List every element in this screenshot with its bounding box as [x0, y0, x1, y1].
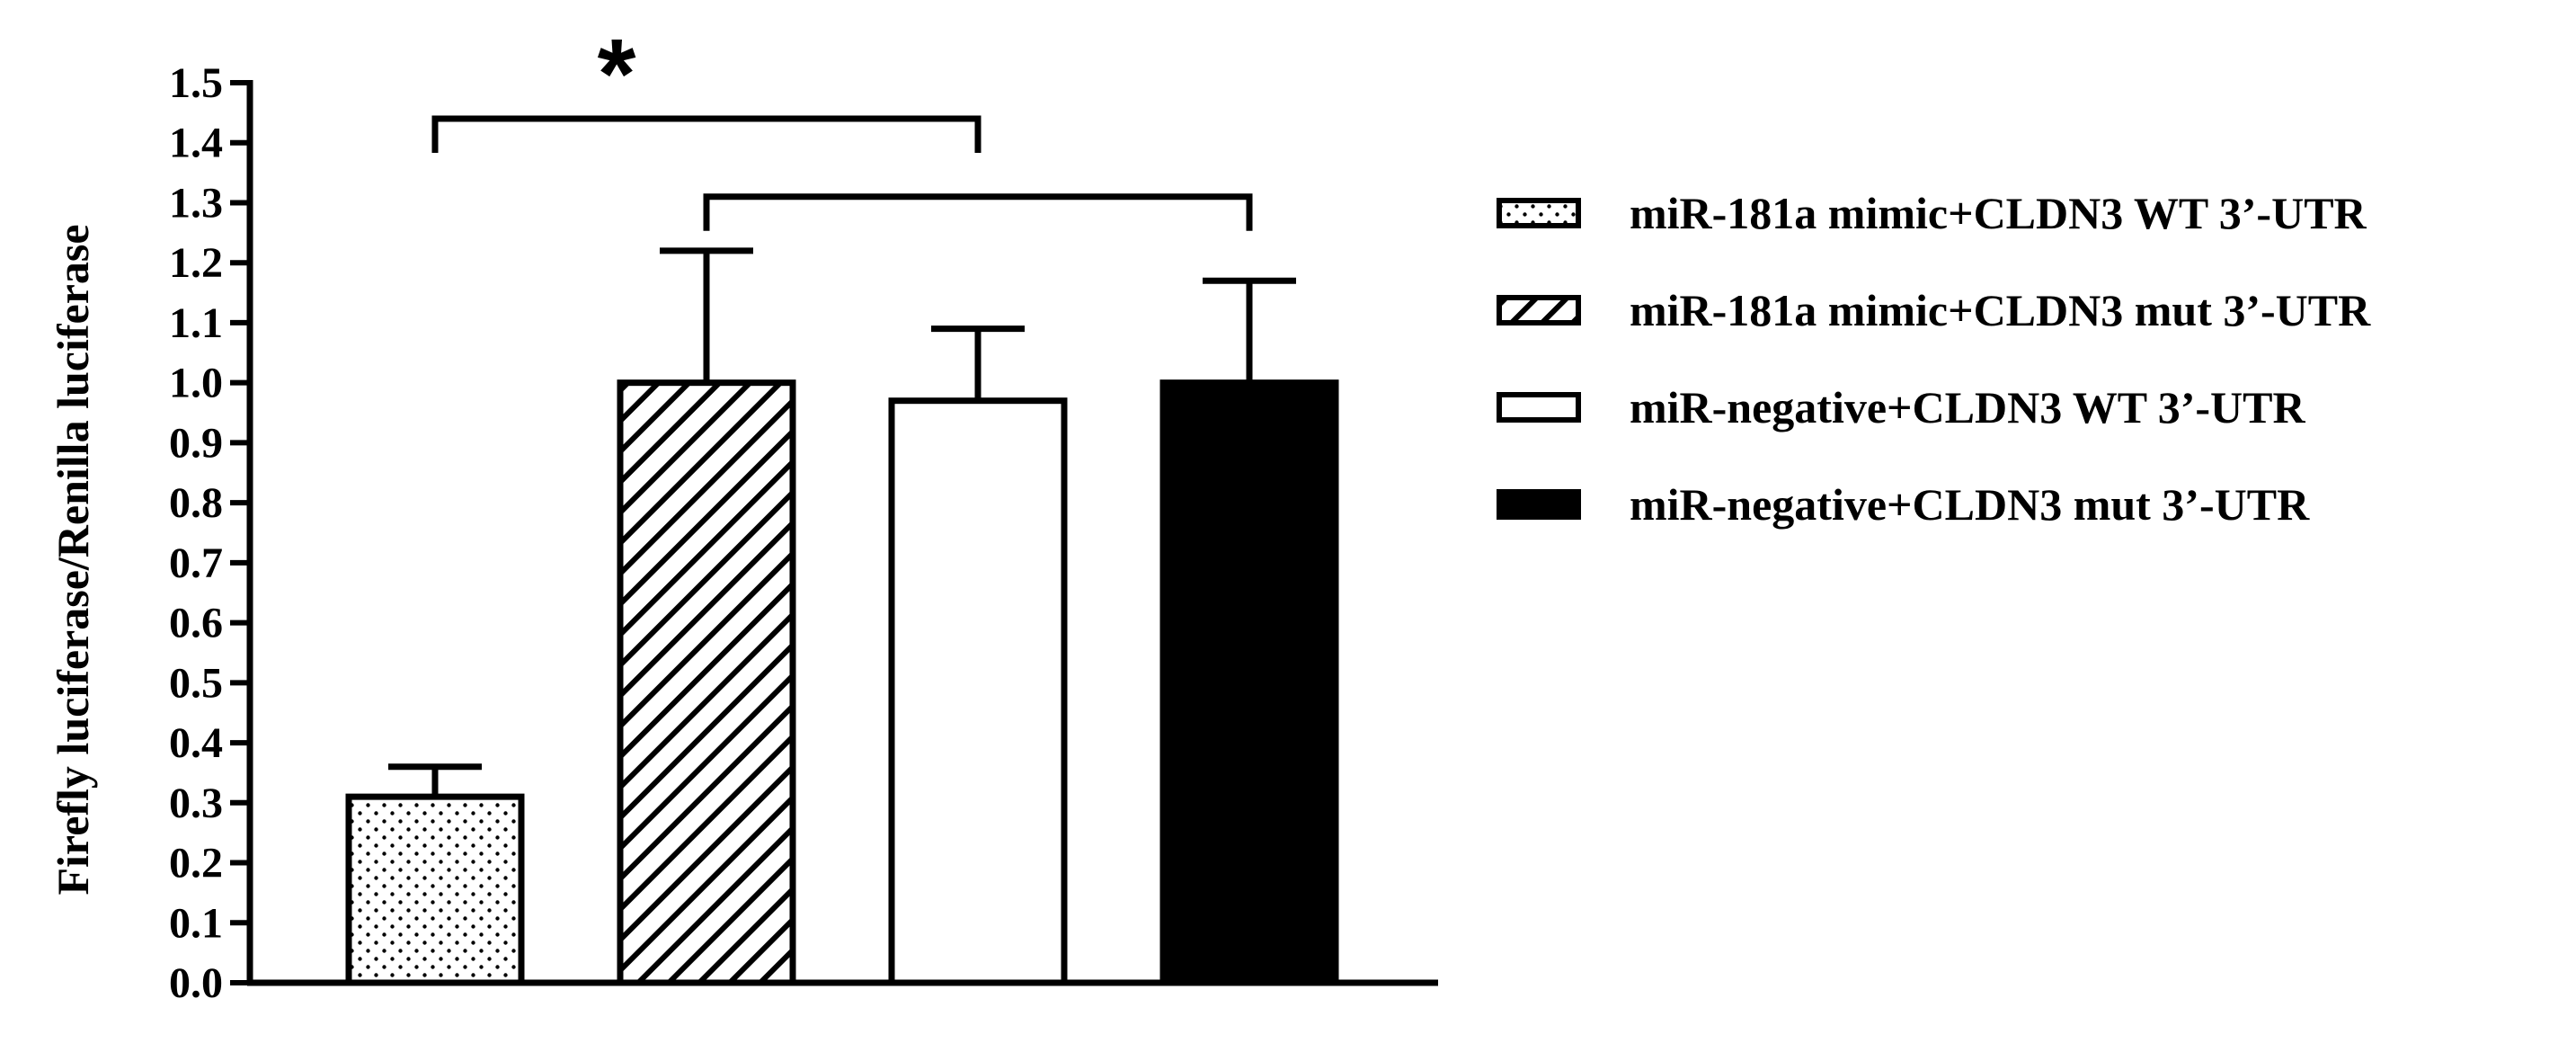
bars: [345, 379, 1339, 986]
y-tick-label: 1.1: [169, 299, 223, 347]
y-tick-label: 0.1: [169, 899, 223, 947]
y-axis: 0.0 0.1 0.2 0.3 0.4 0.5 0.6 0.7 0.8 0.9 1.0 1.1 1.2 1…: [48, 59, 253, 1007]
significance-bracket: [703, 193, 1253, 231]
legend-label: miR-181a mimic+CLDN3 WT 3’-UTR: [1630, 188, 2367, 238]
bar: [1159, 379, 1339, 986]
legend-swatch: [1497, 489, 1581, 520]
legend-swatch: [1497, 198, 1581, 228]
legend-label: miR-negative+CLDN3 mut 3’-UTR: [1630, 479, 2310, 530]
y-tick-label: 0.6: [169, 600, 223, 647]
legend-swatch: [1497, 295, 1581, 325]
y-tick-label: 0.8: [169, 479, 223, 527]
y-ticks: 0.0 0.1 0.2 0.3 0.4 0.5 0.6 0.7 0.8 0.9 1.0 1.1 1.2 1…: [169, 59, 250, 1007]
y-tick-label: 1.0: [169, 360, 223, 407]
error-bar: [931, 325, 1025, 401]
y-tick-label: 0.5: [169, 659, 223, 707]
error-bars: [388, 247, 1296, 798]
legend-item: miR-181a mimic+CLDN3 WT 3’-UTR: [1497, 188, 2367, 238]
y-tick-label: 0.0: [169, 959, 223, 1007]
legend-label: miR-negative+CLDN3 WT 3’-UTR: [1630, 382, 2306, 432]
bar: [345, 793, 525, 986]
significance-label: *: [598, 19, 636, 129]
y-axis-title: Firefly luciferase/Renilla luciferase: [48, 224, 98, 895]
y-tick-label: 0.3: [169, 780, 223, 827]
y-tick-label: 0.2: [169, 840, 223, 887]
legend-item: miR-181a mimic+CLDN3 mut 3’-UTR: [1497, 285, 2371, 335]
y-tick-label: 0.7: [169, 539, 223, 587]
error-bar: [1203, 277, 1296, 383]
legend-swatch: [1497, 392, 1581, 423]
legend: miR-181a mimic+CLDN3 WT 3’-UTR miR-181a m…: [1497, 188, 2371, 530]
significance-brackets: *: [431, 19, 1253, 231]
y-tick-label: 1.5: [169, 59, 223, 107]
legend-item: miR-negative+CLDN3 mut 3’-UTR: [1497, 479, 2310, 530]
y-tick-label: 0.9: [169, 419, 223, 467]
error-bar: [660, 247, 753, 383]
bar: [888, 397, 1068, 986]
legend-label: miR-181a mimic+CLDN3 mut 3’-UTR: [1630, 285, 2371, 335]
significance-bracket: *: [431, 19, 982, 154]
bar: [617, 379, 796, 986]
y-tick-label: 1.3: [169, 179, 223, 227]
y-tick-label: 0.4: [169, 719, 223, 767]
error-bar: [388, 763, 482, 798]
y-tick-label: 1.4: [169, 120, 223, 167]
y-tick-label: 1.2: [169, 239, 223, 287]
legend-item: miR-negative+CLDN3 WT 3’-UTR: [1497, 382, 2306, 432]
